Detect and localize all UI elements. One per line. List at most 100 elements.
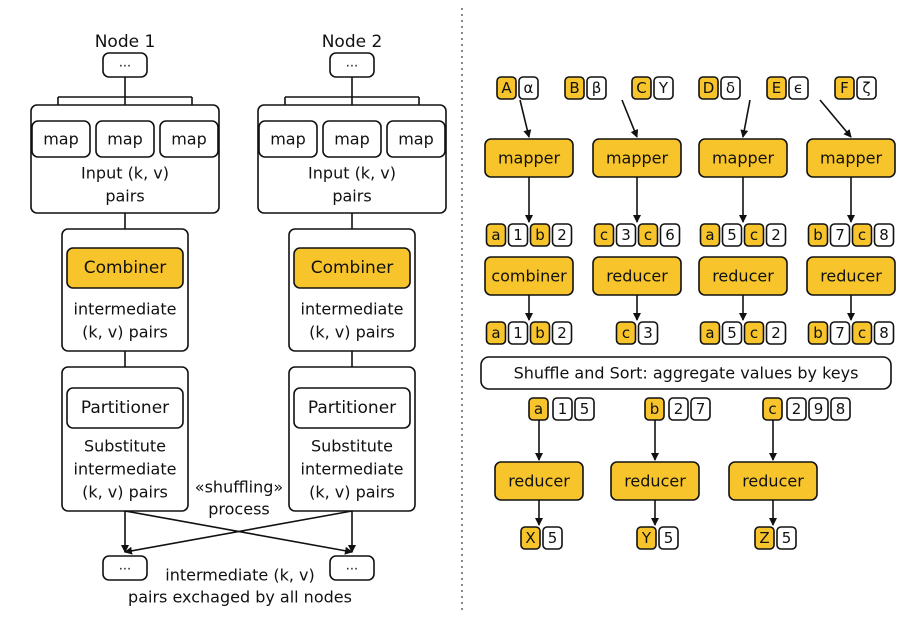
stage2-output-cell-text: 5: [727, 324, 737, 342]
final-reducer-label: reducer: [742, 472, 804, 491]
mapper-label: mapper: [820, 149, 883, 168]
mapper-output-cell: [807, 223, 829, 247]
group-value-cell: [690, 397, 711, 421]
output-placeholder-text: ...: [346, 559, 358, 574]
input-label-line: pairs: [332, 187, 371, 206]
input-label-line: Input (k, v): [308, 164, 396, 183]
stage2-output-cell-text: 7: [835, 324, 845, 342]
input-placeholder-text: ...: [346, 56, 358, 71]
partitioner-desc-line: intermediate: [74, 460, 177, 479]
input-label-line: pairs: [105, 187, 144, 206]
mapper-output-cell-text: 7: [835, 226, 845, 244]
partitioner-desc-line: Substitute: [84, 437, 166, 456]
result-pair-value-text: 5: [782, 529, 792, 547]
stage2-output-cell-text: 3: [643, 324, 653, 342]
result-pair-key-cell: [754, 526, 775, 550]
input-pair-value-cell: [720, 76, 741, 100]
partitioner-desc-line: Substitute: [311, 437, 393, 456]
mapper-output-cell: [829, 223, 851, 247]
map-label: map: [270, 130, 306, 149]
combiner-box: [66, 247, 184, 289]
exchange-label-line: intermediate (k, v): [165, 566, 314, 585]
mapper-output-cell: [873, 223, 895, 247]
mapper-output-cell: [699, 223, 721, 247]
combiner-desc-line: intermediate: [74, 300, 177, 319]
result-pair-key-text: Z: [759, 529, 769, 547]
input-pair-key-text: B: [569, 79, 579, 97]
map-label: map: [398, 130, 434, 149]
input-pair-value-cell: [518, 76, 539, 100]
mapper-output-cell: [721, 223, 743, 247]
map-box: [159, 120, 219, 158]
result-pair-key-text: Y: [641, 529, 652, 547]
reducer-label: reducer: [820, 267, 882, 286]
shuffling-label-line: process: [208, 500, 269, 519]
group-value-cell: [668, 397, 689, 421]
input-pair-key-text: C: [636, 79, 646, 97]
group-value-cell: [808, 397, 829, 421]
input-pair-key-cell: [496, 76, 517, 100]
mapper-output-cell-text: 6: [665, 226, 675, 244]
input-to-mapper-arrow: [519, 99, 532, 138]
node-title: Node 2: [322, 32, 383, 52]
stage2-output-cell: [615, 321, 637, 345]
input-pair-key-cell: [766, 76, 787, 100]
result-pair-value-cell: [542, 526, 563, 550]
combiner-desc-line: (k, v) pairs: [82, 323, 168, 342]
input-to-mapper-arrow: [740, 99, 751, 138]
input-pair-value-text: α: [524, 79, 534, 97]
group-value-text: 8: [836, 400, 846, 418]
mapper-output-cell: [851, 223, 873, 247]
combiner-label: combiner: [491, 267, 567, 286]
stage2-output-cell: [851, 321, 873, 345]
stage2-output-cell: [765, 321, 787, 345]
input-pair-value-text: δ: [726, 79, 735, 97]
stage2-output-cell: [743, 321, 765, 345]
mapper-output-cell-text: c: [644, 226, 652, 244]
map-box: [386, 120, 446, 158]
combiner-box: [293, 247, 411, 289]
result-pair-value-text: 5: [664, 529, 674, 547]
map-box: [31, 120, 91, 158]
mapper-output-cell: [615, 223, 637, 247]
map-label: map: [43, 130, 79, 149]
group-key-text: b: [650, 400, 660, 418]
input-pair-value-text: β: [592, 79, 602, 97]
input-pair-value-text: ϵ: [794, 79, 803, 97]
stage2-output-cell-text: 8: [879, 324, 889, 342]
mapper-output-cell-text: 1: [513, 226, 523, 244]
result-pair-key-cell: [520, 526, 541, 550]
input-pair-key-cell: [564, 76, 585, 100]
group-value-cell: [574, 397, 595, 421]
mapper-output-cell-text: b: [535, 226, 545, 244]
mapper-output-cell: [765, 223, 787, 247]
stage2-output-cell: [699, 321, 721, 345]
combiner-label: Combiner: [311, 258, 394, 278]
partitioner-desc-line: intermediate: [301, 460, 404, 479]
stage2-output-cell: [637, 321, 659, 345]
stage2-output-cell-text: c: [858, 324, 866, 342]
reducer-label: reducer: [606, 267, 668, 286]
input-pair-value-text: ζ: [862, 79, 870, 97]
input-pair-value-cell: [586, 76, 607, 100]
mapper-output-cell-text: a: [491, 226, 500, 244]
final-reducer-label: reducer: [624, 472, 686, 491]
input-to-mapper-arrow: [621, 99, 639, 138]
mapper-label: mapper: [498, 149, 561, 168]
mapper-output-cell-text: 2: [771, 226, 781, 244]
result-pair-value-cell: [658, 526, 679, 550]
output-placeholder-box: [102, 555, 148, 581]
stage2-output-cell-text: a: [705, 324, 714, 342]
stage2-output-cell: [507, 321, 529, 345]
group-value-cell: [552, 397, 573, 421]
shuffle-sort-label: Shuffle and Sort: aggregate values by ke…: [514, 364, 859, 383]
mapper-output-cell-text: c: [750, 226, 758, 244]
stage2-output-cell: [807, 321, 829, 345]
mapper-output-cell-text: 3: [621, 226, 631, 244]
stage2-output-cell: [873, 321, 895, 345]
reducer-label: reducer: [712, 267, 774, 286]
mapper-output-cell: [507, 223, 529, 247]
stage2-output-cell-text: c: [750, 324, 758, 342]
mapper-output-cell-text: c: [858, 226, 866, 244]
mapper-label: mapper: [712, 149, 775, 168]
